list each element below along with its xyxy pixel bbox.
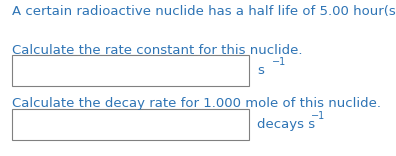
Text: decays s: decays s (257, 118, 316, 131)
Text: Calculate the rate constant for this nuclide.: Calculate the rate constant for this nuc… (12, 44, 303, 57)
FancyBboxPatch shape (12, 109, 249, 140)
Text: s: s (257, 64, 264, 77)
Text: A certain radioactive nuclide has a half life of 5.00 hour(s).: A certain radioactive nuclide has a half… (12, 5, 396, 18)
Text: Calculate the decay rate for 1.000 mole of this nuclide.: Calculate the decay rate for 1.000 mole … (12, 97, 381, 110)
FancyBboxPatch shape (12, 55, 249, 86)
Text: −1: −1 (272, 57, 287, 67)
Text: −1: −1 (311, 111, 325, 121)
